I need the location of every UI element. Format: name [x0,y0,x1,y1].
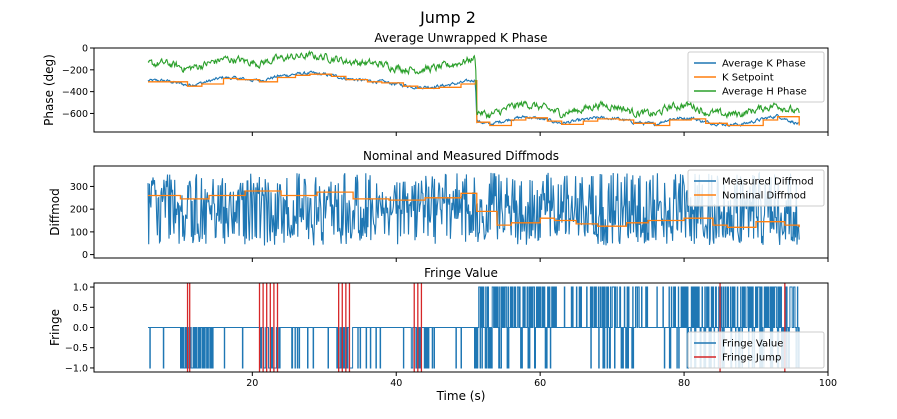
series-line-3 [147,50,800,120]
panel-diffmod: Nominal and Measured Diffmods Diffmod 0 100… [48,149,829,262]
y-axis-label: Diffmod [48,188,62,236]
panel-title: Fringe Value [424,266,498,280]
figure-title: Jump 2 [419,8,476,27]
x-tick-label: 40 [390,378,402,389]
panel-fringe: Fringe Value Fringe 1.0 0.5 0.0 −0.5 −1.0 20 40 6… [48,266,837,403]
x-tick-label: 80 [678,378,690,389]
axes-frame [93,282,829,373]
y-tick-label: 0.0 [73,323,88,334]
legend-label: Measured Diffmod [722,177,814,188]
legend-label: Fringe Jump [722,353,781,364]
legend-label: Fringe Value [722,339,783,350]
y-tick-label: 0.5 [73,303,88,314]
legend-label: Nominal Diffmod [722,191,806,202]
y-tick-label: −0.5 [65,343,88,354]
panel-title: Average Unwrapped K Phase [374,31,547,45]
y-tick-label: −600 [62,109,88,120]
legend: Measured Diffmod Nominal Diffmod [687,169,825,207]
y-tick-label: 0 [82,250,88,261]
x-tick-label: 60 [534,378,546,389]
series-line-2 [148,73,800,127]
legend-label: Average H Phase [722,87,807,98]
plot-area [147,50,800,127]
legend-label: K Setpoint [722,73,774,84]
panel-title: Nominal and Measured Diffmods [363,149,559,163]
y-tick-label: −200 [62,65,88,76]
axes-frame [93,47,829,133]
x-tick-label: 20 [246,378,258,389]
y-axis-label: Fringe [48,309,62,346]
x-tick-label: 100 [819,378,837,389]
panel-phase: Average Unwrapped K Phase Phase (deg) 0 −20… [42,31,829,136]
legend: Fringe Value Fringe Jump [687,331,825,369]
y-tick-label: −400 [62,87,88,98]
series-line-2 [148,190,800,228]
y-tick-label: −1.0 [65,363,88,374]
legend: Average K Phase K Setpoint Average H Phase [687,51,825,103]
axes-frame [93,165,829,259]
y-tick-label: 1.0 [73,283,88,294]
y-tick-label: 200 [70,205,88,216]
y-tick-label: 0 [82,44,88,55]
y-tick-label: 100 [70,227,88,238]
x-axis-label: Time (s) [436,389,486,403]
y-tick-label: 300 [70,182,88,193]
legend-label: Average K Phase [722,59,806,70]
y-axis-label: Phase (deg) [42,54,56,126]
